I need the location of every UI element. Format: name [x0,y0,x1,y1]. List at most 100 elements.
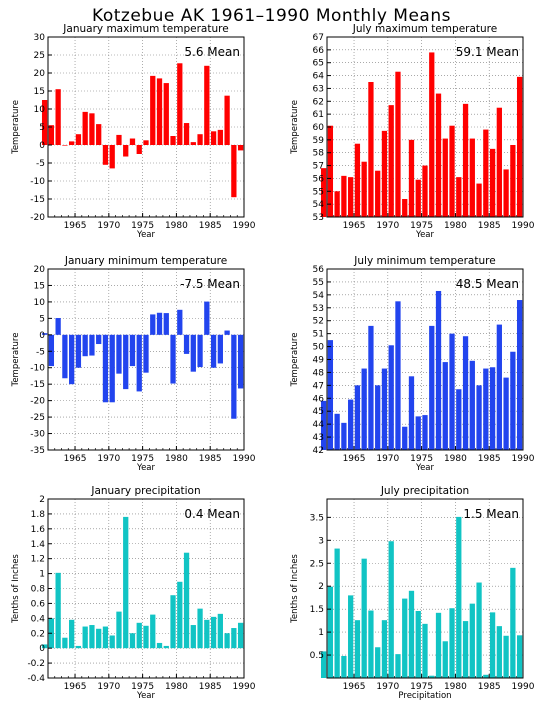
y-tick-label: -35 [30,446,45,456]
bar-1983 [469,138,475,217]
bar-1963 [334,548,340,678]
bar-1976 [422,415,428,450]
bar-1973 [123,516,129,649]
y-tick-label: 15 [34,87,45,97]
x-tick-label: 1975 [131,682,154,692]
bar-1961 [41,644,48,649]
y-axis-label: Temperature [290,333,300,388]
plot-frame [326,498,524,679]
y-tick-label: -5 [36,159,45,169]
page-title: Kotzebue AK 1961–1990 Monthly Means [92,6,451,26]
bar-1976 [143,334,149,373]
bar-1983 [190,142,196,145]
y-tick-label: -10 [30,177,45,187]
bar-1979 [442,138,448,217]
mean-annotation: 0.4 Mean [184,507,240,521]
bar-1989 [231,334,237,419]
bar-1962 [327,340,334,450]
bar-1974 [129,138,136,145]
bar-1979 [442,362,448,450]
bar-1966 [75,134,82,145]
x-tick-label: 1965 [343,221,366,231]
bar-1966 [354,620,361,678]
bar-1970 [102,626,109,649]
bar-1977 [150,314,156,335]
y-tick-label: 3.5 [310,513,324,523]
y-tick-label: 67 [313,33,324,43]
x-tick-label: 1980 [444,454,467,464]
y-tick-label: 48 [313,368,325,378]
x-axis-label: Year [136,463,156,473]
x-axis-label: Year [415,463,435,473]
bar-1982 [183,123,190,145]
x-tick-label: 1985 [199,454,222,464]
panel-title: July precipitation [380,485,469,497]
bar-1981 [177,581,183,649]
bar-1979 [163,645,169,649]
bar-1972 [395,654,401,678]
y-tick-label: 57 [313,162,324,172]
bar-1972 [116,611,122,649]
y-tick-label: -10 [30,364,45,374]
panel-title: July minimum temperature [353,255,495,267]
plot-frame [47,498,245,679]
x-tick-label: 1975 [131,221,154,231]
y-tick-label: 44 [313,420,325,430]
bar-1964 [62,145,68,146]
y-axis-label: Temperature [11,100,21,155]
x-tick-label: 1970 [97,221,120,231]
x-tick-label: 1965 [343,454,366,464]
y-tick-label: 55 [313,187,324,197]
bar-1969 [375,170,381,217]
bar-1981 [177,309,183,335]
x-tick-label: 1985 [478,221,501,231]
bar-1988 [224,95,230,145]
bar-1987 [217,613,223,649]
bar-1965 [69,141,75,145]
bar-1985 [483,129,489,217]
chart-july-minimum-temperature: July minimum temperature 42 43 44 45 46 47 48 49… [290,255,535,473]
bar-1966 [354,143,361,217]
bar-1969 [375,647,381,678]
y-tick-label: -0.2 [27,659,45,669]
bar-1981 [456,177,462,217]
bar-1967 [82,626,88,649]
bar-1990 [516,76,523,217]
bar-1975 [136,334,142,392]
x-tick-label: 1990 [512,682,535,692]
bar-1989 [231,145,237,198]
bar-1976 [422,165,428,217]
x-tick-label: 1970 [97,682,120,692]
bar-1985 [483,368,489,450]
x-axis-label: Year [136,691,156,701]
bar-1983 [190,625,196,649]
bar-1963 [334,413,340,450]
bar-1976 [143,140,149,145]
x-tick-label: 1990 [233,454,256,464]
bar-1974 [408,139,415,217]
bar-1981 [177,63,183,145]
y-tick-label: 1 [39,570,45,580]
bar-1984 [476,582,482,678]
bar-1980 [170,595,176,649]
bar-1979 [163,313,169,335]
bar-1988 [224,330,230,335]
bar-1985 [204,301,210,335]
y-tick-label: 49 [313,356,325,366]
bar-1986 [210,334,217,368]
bar-1980 [449,333,455,450]
y-tick-label: 58 [313,149,325,159]
bar-1982 [462,621,469,678]
bar-1989 [510,351,516,450]
bar-1970 [381,620,388,678]
y-tick-label: 56 [313,265,325,275]
bar-1970 [381,130,388,217]
x-tick-label: 1975 [131,454,154,464]
y-tick-label: 20 [34,265,46,275]
bar-1973 [402,426,408,450]
bar-1974 [408,590,415,678]
y-axis-label: Tenths of Inches [11,554,21,624]
bar-1972 [395,301,401,450]
bar-1985 [204,619,210,649]
y-tick-label: 0.8 [31,585,46,595]
